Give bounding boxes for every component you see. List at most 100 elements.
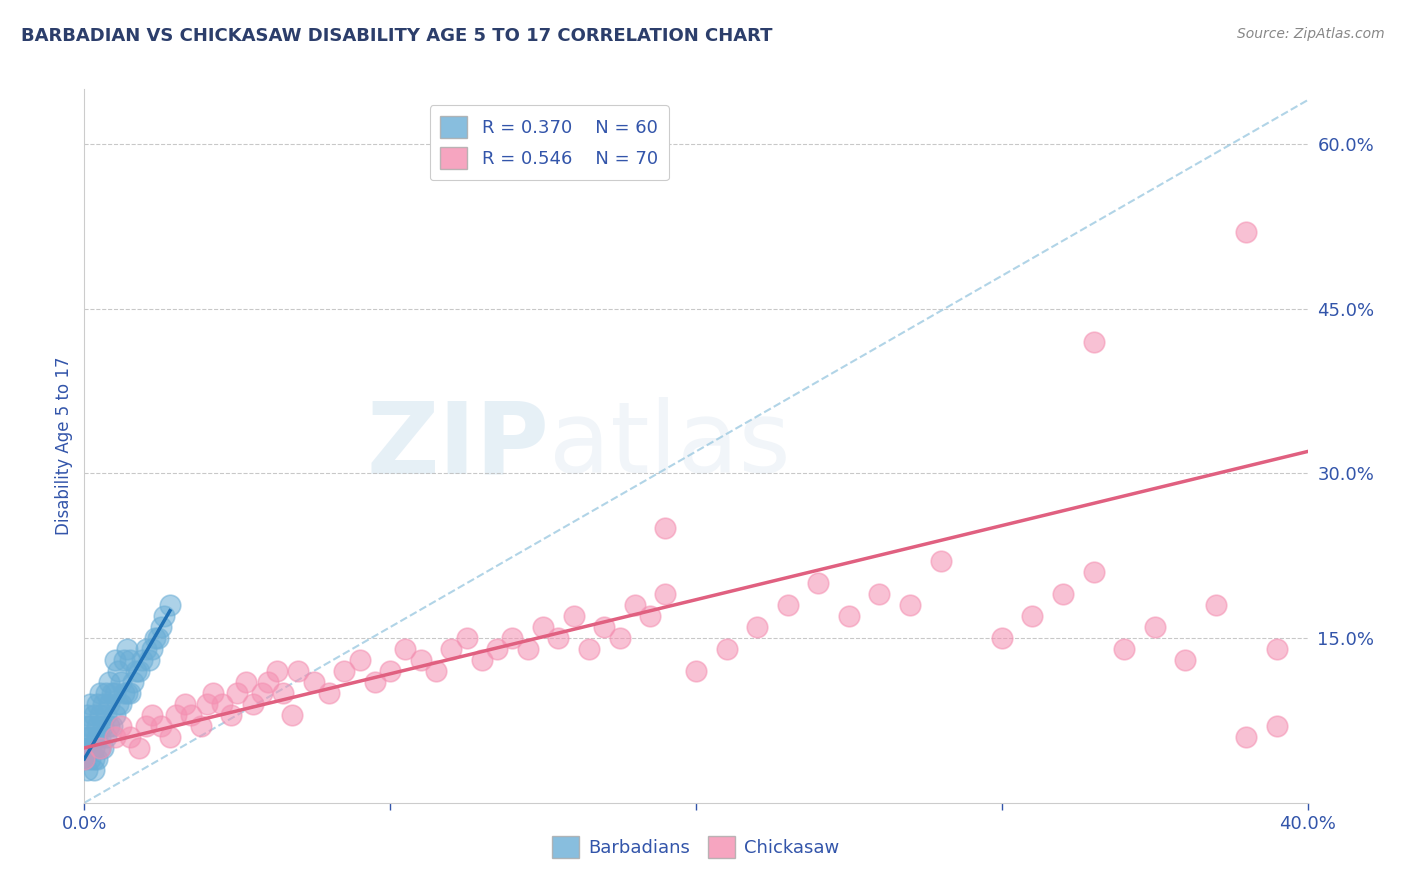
Text: BARBADIAN VS CHICKASAW DISABILITY AGE 5 TO 17 CORRELATION CHART: BARBADIAN VS CHICKASAW DISABILITY AGE 5 …	[21, 27, 772, 45]
Point	[716, 642, 738, 657]
Point	[122, 675, 145, 690]
Point	[97, 719, 120, 733]
Point	[271, 686, 294, 700]
Point	[89, 686, 111, 700]
Point	[235, 675, 257, 690]
Point	[333, 664, 356, 678]
Point	[83, 752, 105, 766]
Point	[89, 740, 111, 755]
Point	[107, 664, 129, 678]
Point	[1114, 642, 1136, 657]
Point	[110, 697, 132, 711]
Point	[89, 730, 111, 744]
Point	[838, 609, 860, 624]
Point	[562, 609, 585, 624]
Point	[149, 620, 172, 634]
Point	[578, 642, 600, 657]
Point	[94, 730, 117, 744]
Text: atlas: atlas	[550, 398, 790, 494]
Point	[120, 653, 142, 667]
Point	[104, 686, 127, 700]
Point	[638, 609, 661, 624]
Point	[219, 708, 242, 723]
Point	[79, 697, 101, 711]
Point	[211, 697, 233, 711]
Point	[104, 730, 127, 744]
Point	[609, 631, 631, 645]
Point	[1052, 587, 1074, 601]
Point	[115, 642, 138, 657]
Point	[486, 642, 509, 657]
Point	[89, 740, 111, 755]
Point	[73, 752, 96, 766]
Point	[456, 631, 478, 645]
Point	[516, 642, 538, 657]
Point	[79, 730, 101, 744]
Point	[131, 653, 153, 667]
Point	[104, 653, 127, 667]
Point	[97, 697, 120, 711]
Point	[159, 598, 181, 612]
Point	[94, 686, 117, 700]
Point	[654, 587, 676, 601]
Point	[654, 521, 676, 535]
Point	[1083, 334, 1105, 349]
Point	[1236, 225, 1258, 239]
Point	[807, 576, 830, 591]
Point	[83, 740, 105, 755]
Legend: Barbadians, Chickasaw: Barbadians, Chickasaw	[546, 829, 846, 865]
Point	[94, 708, 117, 723]
Point	[190, 719, 212, 733]
Point	[1083, 566, 1105, 580]
Point	[302, 675, 325, 690]
Point	[76, 730, 98, 744]
Point	[86, 752, 108, 766]
Point	[79, 740, 101, 755]
Point	[1021, 609, 1043, 624]
Point	[226, 686, 249, 700]
Point	[250, 686, 273, 700]
Point	[86, 719, 108, 733]
Point	[86, 697, 108, 711]
Text: Source: ZipAtlas.com: Source: ZipAtlas.com	[1237, 27, 1385, 41]
Point	[110, 675, 132, 690]
Point	[281, 708, 304, 723]
Point	[1265, 642, 1288, 657]
Point	[624, 598, 647, 612]
Point	[195, 697, 218, 711]
Point	[287, 664, 309, 678]
Point	[125, 664, 148, 678]
Point	[165, 708, 187, 723]
Point	[440, 642, 463, 657]
Point	[380, 664, 402, 678]
Point	[180, 708, 202, 723]
Point	[101, 719, 124, 733]
Point	[159, 730, 181, 744]
Point	[409, 653, 432, 667]
Point	[471, 653, 494, 667]
Point	[83, 763, 105, 777]
Point	[1236, 730, 1258, 744]
Point	[318, 686, 340, 700]
Point	[364, 675, 387, 690]
Point	[135, 719, 157, 733]
Y-axis label: Disability Age 5 to 17: Disability Age 5 to 17	[55, 357, 73, 535]
Point	[91, 697, 114, 711]
Point	[91, 740, 114, 755]
Point	[869, 587, 891, 601]
Point	[502, 631, 524, 645]
Point	[107, 697, 129, 711]
Point	[149, 719, 172, 733]
Point	[929, 554, 952, 568]
Point	[1205, 598, 1227, 612]
Point	[89, 708, 111, 723]
Point	[135, 642, 157, 657]
Point	[79, 752, 101, 766]
Point	[79, 719, 101, 733]
Point	[547, 631, 569, 645]
Point	[685, 664, 707, 678]
Point	[76, 740, 98, 755]
Point	[898, 598, 921, 612]
Point	[138, 653, 160, 667]
Point	[143, 631, 166, 645]
